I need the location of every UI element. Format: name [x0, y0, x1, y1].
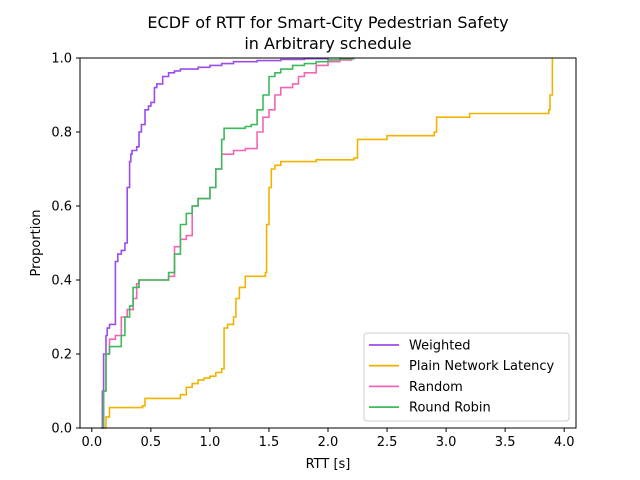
legend-label-random: Random: [409, 380, 463, 395]
x-tick-label: 1.0: [200, 435, 221, 450]
legend-label-weighted: Weighted: [409, 339, 471, 354]
y-tick-label: 0.4: [51, 274, 72, 289]
y-tick-label: 0.6: [51, 200, 72, 215]
x-tick-label: 0.0: [81, 435, 102, 450]
plot-lines: [101, 57, 554, 429]
x-tick-label: 2.5: [377, 435, 398, 450]
y-axis: 0.0 0.2 0.4 0.6 0.8 1.0: [51, 52, 80, 437]
y-tick-label: 0.2: [51, 348, 72, 363]
series-line-round-robin: [101, 57, 355, 429]
x-tick-label: 1.5: [259, 435, 280, 450]
series-line-random: [101, 58, 353, 429]
legend-box: [363, 332, 570, 422]
x-tick-label: 3.0: [436, 435, 457, 450]
y-tick-label: 0.0: [51, 422, 72, 437]
x-tick-label: 0.5: [141, 435, 162, 450]
y-tick-label: 0.8: [51, 126, 72, 141]
legend: Weighted Plain Network Latency Random Round…: [363, 332, 570, 422]
y-axis-label: Proportion: [29, 209, 44, 276]
series-line-weighted: [101, 57, 329, 429]
legend-label-plain-network-latency: Plain Network Latency: [409, 359, 555, 374]
chart-title-line2: in Arbitrary schedule: [244, 34, 411, 53]
y-tick-label: 1.0: [51, 52, 72, 67]
x-axis: 0.0 0.5 1.0 1.5 2.0 2.5 3.0 3.5 4.0: [81, 428, 575, 450]
x-axis-label: RTT [s]: [306, 457, 351, 472]
legend-label-round-robin: Round Robin: [409, 401, 491, 416]
x-tick-label: 2.0: [318, 435, 339, 450]
x-tick-label: 4.0: [554, 435, 575, 450]
chart-title-line1: ECDF of RTT for Smart-City Pedestrian Sa…: [147, 13, 508, 32]
series-line-plain-network-latency: [103, 58, 554, 429]
x-tick-label: 3.5: [495, 435, 516, 450]
